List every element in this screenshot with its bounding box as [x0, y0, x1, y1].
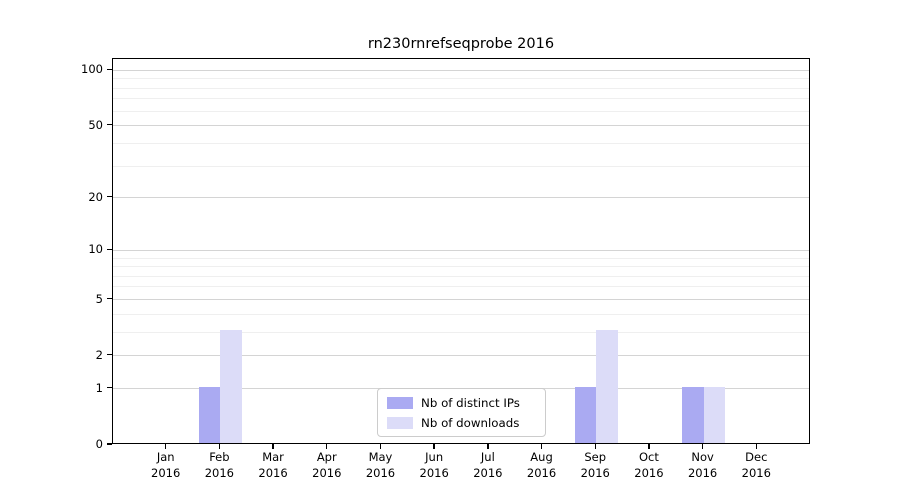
y-tick	[107, 354, 112, 356]
gridline-minor	[113, 87, 809, 89]
chart-title: rn230rnrefseqprobe 2016	[367, 36, 555, 52]
x-tick	[272, 444, 274, 449]
x-tick	[164, 444, 167, 449]
gridline-minor	[113, 165, 809, 167]
gridline-major	[113, 197, 809, 199]
bar-distinct-ips	[574, 386, 597, 443]
gridline-major	[113, 69, 809, 71]
gridline-minor	[113, 257, 809, 259]
y-tick-label: 0	[95, 437, 103, 451]
y-tick-label: 50	[88, 117, 103, 132]
gridline-minor	[113, 331, 809, 333]
gridline-major	[113, 355, 809, 357]
x-tick	[218, 444, 221, 449]
bar-downloads	[596, 330, 618, 443]
y-tick	[107, 124, 112, 126]
gridline-minor	[113, 142, 809, 144]
legend-label: Nb of distinct IPs	[421, 396, 520, 410]
x-tick-label: Apr 2016	[312, 450, 342, 480]
x-tick-label: Jul 2016	[473, 450, 503, 480]
gridline-minor	[113, 266, 809, 268]
x-tick	[648, 444, 650, 449]
x-tick-label: Sep 2016	[580, 450, 610, 480]
y-tick	[107, 297, 112, 300]
gridline-minor	[113, 313, 809, 315]
x-tick-label: Nov 2016	[687, 450, 718, 480]
bar-downloads	[220, 330, 242, 443]
y-tick-label: 1	[95, 380, 103, 395]
x-tick-label: Oct 2016	[634, 450, 664, 480]
y-tick-label: 5	[95, 291, 103, 306]
y-tick	[107, 443, 112, 445]
x-tick	[755, 444, 757, 449]
plot-area	[112, 58, 810, 444]
y-tick-label: 100	[81, 62, 103, 77]
y-tick-label: 10	[88, 242, 103, 257]
gridline-major	[113, 125, 809, 127]
legend-label: Nb of downloads	[421, 416, 520, 430]
y-tick	[107, 248, 112, 250]
x-tick	[701, 444, 704, 449]
gridline-minor	[113, 286, 809, 288]
legend-swatch-distinct-ips	[387, 397, 413, 409]
x-tick-label: Aug 2016	[526, 450, 557, 480]
x-tick-label: Jun 2016	[419, 450, 449, 480]
x-tick	[487, 444, 489, 449]
bar-distinct-ips	[682, 386, 704, 443]
gridline-minor	[113, 110, 809, 112]
x-tick-label: Feb 2016	[204, 450, 235, 480]
x-tick	[594, 444, 596, 449]
y-tick	[107, 196, 112, 198]
legend-item: Nb of downloads	[387, 416, 537, 430]
x-tick	[540, 444, 543, 449]
x-tick	[433, 444, 435, 449]
gridline-major	[113, 249, 809, 251]
y-tick-label: 20	[88, 189, 103, 204]
x-tick-label: May 2016	[365, 450, 396, 480]
x-tick	[379, 444, 382, 449]
gridline-major	[113, 299, 809, 300]
legend: Nb of distinct IPs Nb of downloads	[377, 388, 546, 437]
gridline-minor	[113, 275, 809, 277]
legend-swatch-downloads	[387, 417, 413, 429]
legend-item: Nb of distinct IPs	[387, 396, 537, 410]
bar-distinct-ips	[198, 386, 221, 443]
y-tick-label: 2	[95, 347, 103, 362]
gridline-minor	[113, 78, 809, 80]
x-tick-label: Dec 2016	[741, 450, 771, 480]
gridline-minor	[113, 98, 809, 100]
x-tick-label: Jan 2016	[151, 450, 181, 480]
bar-downloads	[703, 386, 726, 443]
x-tick-label: Mar 2016	[258, 450, 288, 480]
y-tick	[107, 68, 112, 70]
x-tick	[326, 444, 328, 449]
y-tick	[107, 387, 112, 389]
